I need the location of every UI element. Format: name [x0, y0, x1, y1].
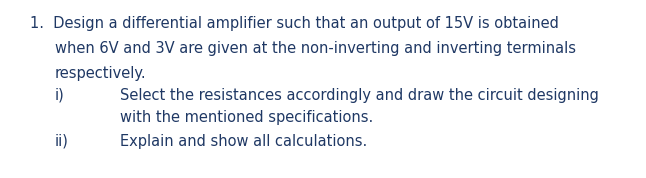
Text: Explain and show all calculations.: Explain and show all calculations. [120, 134, 367, 149]
Text: i): i) [55, 88, 65, 103]
Text: with the mentioned specifications.: with the mentioned specifications. [120, 110, 373, 125]
Text: Select the resistances accordingly and draw the circuit designing: Select the resistances accordingly and d… [120, 88, 599, 103]
Text: 1.  Design a differential amplifier such that an output of 15V is obtained: 1. Design a differential amplifier such … [30, 16, 559, 31]
Text: ii): ii) [55, 134, 69, 149]
Text: when 6V and 3V are given at the non-inverting and inverting terminals: when 6V and 3V are given at the non-inve… [55, 41, 576, 56]
Text: respectively.: respectively. [55, 66, 147, 81]
